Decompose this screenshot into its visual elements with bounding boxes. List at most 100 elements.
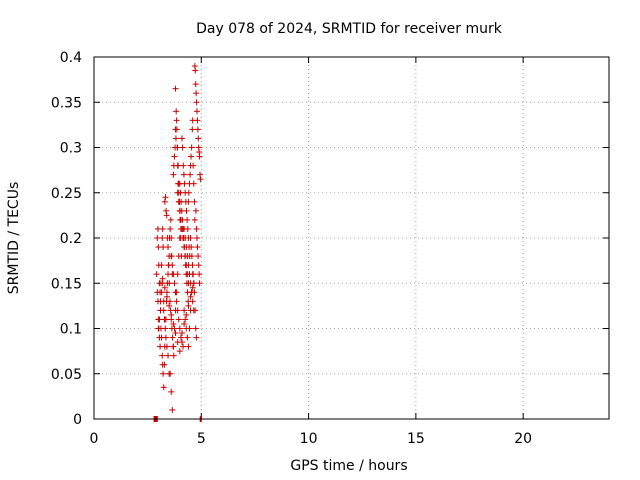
data-point (180, 171, 187, 178)
y-tick-label: 0.3 (60, 141, 82, 157)
data-point (184, 216, 191, 223)
data-point (196, 153, 203, 160)
data-point (153, 271, 160, 278)
data-point (187, 235, 194, 241)
data-point (174, 189, 181, 196)
data-point (161, 316, 168, 323)
data-point (163, 343, 170, 350)
axis-ticks: 0 5 10 15 20 0 0.05 0.1 0.15 0.2 0.25 0.3 0.35 0.4 (51, 50, 609, 447)
data-point (159, 352, 166, 359)
data-point (193, 334, 200, 341)
data-point (180, 343, 187, 350)
data-point (183, 207, 190, 214)
data-point (157, 298, 164, 305)
data-point (166, 280, 173, 287)
data-point (190, 162, 197, 169)
data-point (193, 90, 200, 97)
chart-title: Day 078 of 2024, SRMTID for receiver mur… (196, 21, 503, 37)
data-point (192, 81, 199, 88)
data-point (162, 334, 169, 341)
data-point (165, 352, 172, 359)
data-point (189, 284, 196, 291)
data-point (160, 370, 167, 377)
data-point (194, 235, 200, 241)
data-point (172, 330, 179, 337)
data-point (162, 325, 169, 332)
data-point (165, 244, 172, 251)
x-tick-label: 20 (514, 431, 532, 447)
data-point (163, 207, 170, 214)
data-point (160, 307, 167, 314)
data-points (151, 63, 205, 422)
data-point (174, 307, 181, 314)
data-point (172, 289, 179, 296)
data-point (183, 311, 190, 318)
data-point (162, 194, 169, 201)
data-point (158, 289, 165, 296)
data-point (172, 85, 179, 92)
y-tick-label: 0 (73, 412, 82, 428)
y-tick-label: 0.05 (51, 367, 82, 383)
data-point (188, 289, 195, 296)
y-tick-label: 0.35 (51, 95, 82, 111)
data-point (175, 316, 182, 323)
data-point (169, 334, 176, 341)
data-point (173, 298, 180, 305)
data-point (191, 216, 198, 223)
data-point (168, 311, 175, 318)
data-point (178, 225, 185, 232)
y-tick-label: 0.4 (60, 50, 82, 66)
data-point (190, 180, 197, 187)
data-point (168, 388, 175, 395)
data-point (155, 262, 162, 269)
x-axis-label: GPS time / hours (290, 458, 407, 474)
data-point (160, 384, 167, 391)
data-point (187, 293, 194, 300)
x-tick-label: 10 (300, 431, 318, 447)
data-point (170, 320, 177, 327)
data-point (178, 330, 185, 337)
data-point (181, 244, 188, 251)
data-point (173, 117, 180, 124)
data-point (185, 302, 192, 309)
data-point (192, 67, 199, 74)
data-point (176, 325, 183, 332)
y-axis-label: SRMTID / TECUs (6, 182, 22, 295)
data-point (163, 293, 170, 300)
data-point (187, 153, 194, 160)
data-point (182, 316, 189, 323)
data-point (171, 325, 178, 332)
data-point (174, 144, 181, 151)
data-point (190, 307, 197, 314)
y-tick-label: 0.15 (51, 276, 82, 292)
data-point (193, 225, 200, 232)
data-point (195, 253, 202, 260)
data-point (166, 302, 173, 309)
data-point (188, 144, 195, 151)
data-point (174, 339, 181, 346)
data-point (175, 162, 182, 169)
data-point (194, 108, 200, 115)
data-point (176, 207, 183, 214)
data-point (189, 126, 196, 133)
data-point (196, 271, 203, 278)
data-point (194, 126, 201, 133)
data-point (177, 216, 184, 223)
data-point (181, 307, 188, 314)
x-tick-label: 5 (197, 431, 206, 447)
data-point (170, 171, 177, 178)
data-point (167, 225, 174, 232)
data-point (156, 316, 163, 323)
data-point (161, 198, 168, 205)
data-point (176, 348, 183, 355)
data-point (196, 280, 203, 287)
data-point (154, 235, 161, 241)
data-point (173, 108, 180, 115)
data-point (185, 343, 192, 350)
data-point (169, 262, 176, 269)
data-point (185, 189, 192, 196)
x-tick-label: 15 (407, 431, 425, 447)
y-tick-label: 0.1 (60, 322, 82, 338)
data-point (184, 334, 191, 341)
